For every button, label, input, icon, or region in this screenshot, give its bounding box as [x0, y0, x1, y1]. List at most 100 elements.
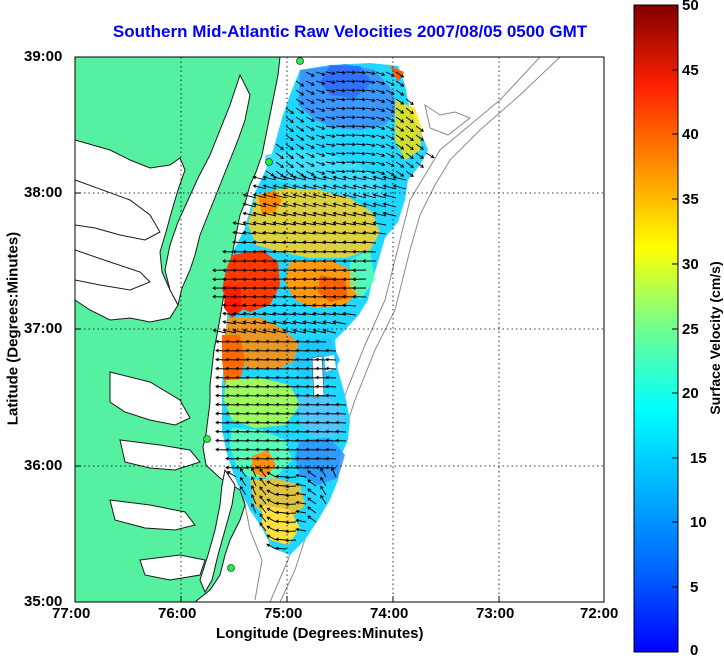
velocity-arrow: [395, 89, 404, 96]
velocity-arrow-head: [212, 328, 217, 333]
velocity-arrow-head: [252, 202, 257, 207]
velocity-arrow-head: [362, 151, 366, 156]
velocity-arrow: [273, 212, 287, 217]
velocity-arrow: [313, 185, 327, 190]
velocity-arrow: [333, 185, 347, 190]
velocity-arrow: [395, 80, 404, 87]
velocity-arrow-head: [362, 88, 366, 93]
velocity-arrow: [303, 203, 317, 208]
velocity-arrow-head: [262, 303, 266, 308]
velocity-arrow-head: [352, 184, 357, 189]
velocity-arrow-head: [275, 501, 279, 506]
velocity-arrow-head: [305, 402, 309, 407]
velocity-arrow-head: [255, 348, 259, 353]
velocity-arrow-head: [285, 375, 289, 380]
velocity-arrow-head: [342, 79, 346, 84]
velocity-arrow-head: [285, 420, 289, 425]
velocity-arrow: [251, 494, 257, 505]
velocity-arrow: [313, 231, 327, 235]
velocity-arrow: [233, 312, 247, 316]
velocity-arrow: [315, 125, 325, 130]
velocity-arrow: [295, 98, 304, 105]
velocity-arrow-head: [255, 438, 259, 443]
velocity-arrow: [323, 194, 337, 199]
velocity-arrow-head: [275, 456, 279, 461]
velocity-arrow-head: [371, 116, 376, 121]
velocity-arrow-head: [272, 320, 277, 325]
velocity-arrow-head: [342, 175, 347, 180]
velocity-arrow-head: [300, 146, 305, 150]
velocity-arrow-head: [342, 259, 346, 264]
velocity-arrow-head: [245, 447, 249, 452]
velocity-arrow: [275, 520, 287, 523]
velocity-arrow-head: [275, 420, 279, 425]
velocity-arrow: [285, 152, 294, 159]
velocity-arrow: [325, 80, 335, 84]
velocity-arrow: [263, 194, 277, 199]
velocity-arrow-head: [290, 110, 294, 114]
velocity-arrow-head: [292, 221, 297, 225]
velocity-arrow: [375, 143, 385, 148]
velocity-arrow-head: [371, 134, 376, 139]
velocity-arrow-head: [322, 202, 327, 207]
velocity-arrow: [263, 212, 277, 217]
velocity-arrow-head: [332, 221, 337, 225]
velocity-arrow-head: [321, 99, 326, 103]
velocity-arrow-head: [305, 456, 309, 461]
velocity-arrow-head: [272, 184, 277, 189]
velocity-arrow-head: [315, 465, 319, 470]
velocity-arrow-head: [272, 240, 276, 245]
velocity-arrow-head: [226, 471, 231, 475]
velocity-arrow: [323, 312, 337, 316]
velocity-arrow-head: [302, 211, 307, 216]
velocity-arrow-head: [292, 230, 297, 235]
velocity-arrow: [283, 231, 297, 235]
velocity-arrow: [293, 321, 307, 325]
velocity-arrow-head: [285, 502, 289, 507]
velocity-arrow-head: [215, 429, 219, 434]
velocity-arrow: [233, 329, 247, 334]
velocity-arrow: [313, 176, 327, 181]
velocity-arrow-head: [295, 357, 299, 362]
velocity-arrow: [259, 513, 267, 523]
velocity-arrow-head: [331, 116, 336, 121]
velocity-arrow-head: [215, 447, 219, 452]
velocity-arrow: [333, 212, 347, 217]
velocity-arrow-head: [371, 152, 376, 157]
velocity-arrow: [273, 321, 287, 325]
velocity-arrow-head: [275, 492, 279, 497]
velocity-arrow-head: [275, 375, 279, 380]
velocity-arrow-head: [282, 249, 286, 254]
velocity-arrow-head: [225, 366, 229, 371]
velocity-arrow-head: [390, 163, 395, 167]
velocity-arrow: [285, 170, 294, 177]
velocity-arrow-head: [215, 411, 219, 416]
velocity-arrow-head: [311, 100, 315, 104]
velocity-arrow-head: [322, 286, 326, 291]
velocity-arrow-head: [275, 402, 279, 407]
velocity-arrow-head: [242, 320, 247, 325]
velocity-arrow-head: [290, 119, 294, 123]
velocity-arrow: [305, 116, 315, 122]
velocity-arrow: [343, 312, 357, 316]
velocity-arrow-head: [400, 128, 405, 132]
velocity-arrow: [223, 329, 237, 334]
velocity-arrow-head: [302, 328, 307, 333]
velocity-arrow-head: [251, 467, 255, 471]
velocity-arrow: [293, 203, 307, 208]
velocity-arrow: [365, 152, 375, 156]
velocity-arrow-head: [285, 447, 289, 452]
velocity-arrow: [259, 477, 267, 487]
velocity-arrow-head: [342, 286, 346, 291]
velocity-arrow-head: [235, 339, 239, 344]
velocity-arrow: [365, 107, 375, 111]
velocity-arrow-head: [330, 467, 335, 471]
velocity-arrow-head: [315, 348, 319, 353]
colorbar-ticks: [672, 4, 678, 653]
velocity-arrow-head: [215, 438, 219, 443]
velocity-arrow-head: [332, 311, 337, 316]
velocity-arrow: [243, 329, 257, 334]
radar-site-marker: [203, 435, 211, 443]
velocity-arrow-head: [245, 348, 249, 353]
